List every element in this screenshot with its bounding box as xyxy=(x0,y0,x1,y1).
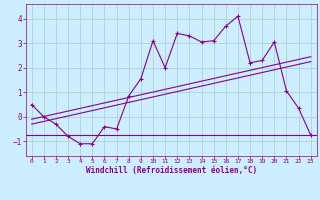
X-axis label: Windchill (Refroidissement éolien,°C): Windchill (Refroidissement éolien,°C) xyxy=(86,166,257,175)
